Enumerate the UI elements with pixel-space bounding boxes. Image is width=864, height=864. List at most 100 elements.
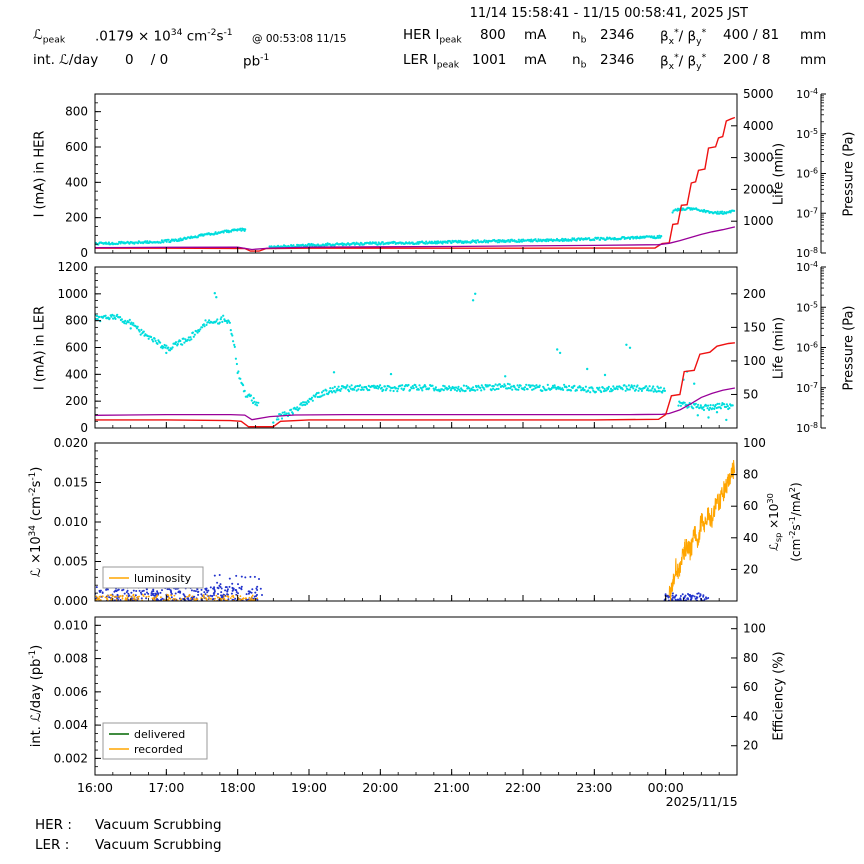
ler-beta-value: 200 / 8 [723, 52, 771, 68]
svg-text:100: 100 [743, 622, 766, 636]
svg-text:600: 600 [65, 140, 88, 154]
svg-text:200: 200 [65, 394, 88, 408]
svg-text:5000: 5000 [743, 87, 774, 101]
svg-text:0.004: 0.004 [54, 718, 88, 732]
her-ipeak-value: 800 [480, 27, 506, 43]
svg-text:0: 0 [80, 421, 88, 435]
svg-text:10-8: 10-8 [796, 421, 818, 435]
svg-text:1000: 1000 [743, 214, 774, 228]
svg-text:10-6: 10-6 [796, 341, 818, 355]
svg-text:luminosity: luminosity [134, 572, 192, 585]
right-axis-title: Efficiency (%) [771, 651, 787, 741]
beta-label-her: βx*/ βy* [660, 27, 707, 48]
svg-text:16:00: 16:00 [77, 780, 113, 795]
svg-text:10-8: 10-8 [796, 246, 818, 260]
svg-text:100: 100 [743, 354, 766, 368]
svg-text:delivered: delivered [134, 728, 185, 741]
her-beta-value: 400 / 81 [723, 27, 780, 43]
svg-text:0.000: 0.000 [54, 594, 88, 608]
svg-text:17:00: 17:00 [148, 780, 184, 795]
right-axis-title: (cm-2s-1/mA2) [787, 482, 803, 562]
right-axis-title: Life (min) [771, 142, 787, 205]
svg-text:10-5: 10-5 [796, 127, 818, 141]
svg-text:800: 800 [65, 314, 88, 328]
beta-unit-ler: mm [800, 52, 827, 68]
lpeak-label: ℒpeak [33, 27, 66, 46]
svg-text:0.008: 0.008 [54, 652, 88, 666]
svg-text:2025/11/15: 2025/11/15 [666, 794, 738, 809]
intl-unit: pb-1 [243, 52, 270, 70]
svg-text:60: 60 [743, 499, 758, 513]
svg-text:10-5: 10-5 [796, 300, 818, 314]
beta-unit-her: mm [800, 27, 827, 43]
ler-status-label: LER : [35, 837, 70, 853]
svg-text:40: 40 [743, 709, 758, 723]
svg-text:20: 20 [743, 739, 758, 753]
svg-text:3000: 3000 [743, 151, 774, 165]
svg-text:80: 80 [743, 651, 758, 665]
svg-text:0.010: 0.010 [54, 515, 88, 529]
svg-text:19:00: 19:00 [291, 780, 327, 795]
svg-text:600: 600 [65, 341, 88, 355]
her-ipeak-unit: mA [524, 27, 547, 43]
svg-text:200: 200 [65, 211, 88, 225]
svg-text:800: 800 [65, 105, 88, 119]
left-axis-title: I (mA) in LER [32, 305, 48, 390]
nb-label-her: nb [572, 27, 587, 46]
svg-text:1000: 1000 [57, 287, 88, 301]
svg-text:40: 40 [743, 531, 758, 545]
intl-value: 0 / 0 [125, 52, 169, 68]
svg-text:00:00: 00:00 [648, 780, 684, 795]
ler-status-value: Vacuum Scrubbing [95, 837, 222, 853]
svg-text:400: 400 [65, 175, 88, 189]
her-nb-value: 2346 [600, 27, 635, 43]
svg-text:21:00: 21:00 [434, 780, 470, 795]
her-ipeak-label: HER Ipeak [403, 27, 462, 46]
ler-ipeak-label: LER Ipeak [403, 52, 460, 71]
svg-text:200: 200 [743, 287, 766, 301]
svg-text:4000: 4000 [743, 119, 774, 133]
svg-text:1200: 1200 [57, 260, 88, 274]
svg-text:23:00: 23:00 [576, 780, 612, 795]
svg-text:0.006: 0.006 [54, 685, 88, 699]
svg-text:0.020: 0.020 [54, 436, 88, 450]
right-axis-title: Life (min) [771, 316, 787, 379]
svg-text:2000: 2000 [743, 182, 774, 196]
ler-ipeak-value: 1001 [472, 52, 507, 68]
lpeak-value: .0179 × 1034 cm-2s-1 [95, 27, 233, 45]
svg-text:60: 60 [743, 680, 758, 694]
lpeak-timestamp: @ 00:53:08 11/15 [252, 33, 347, 45]
svg-text:10-4: 10-4 [796, 87, 818, 101]
svg-text:50: 50 [743, 387, 758, 401]
svg-text:10-7: 10-7 [796, 381, 818, 395]
svg-text:10-4: 10-4 [796, 260, 818, 274]
her-status-label: HER : [35, 817, 72, 833]
svg-text:18:00: 18:00 [220, 780, 256, 795]
svg-text:0.005: 0.005 [54, 555, 88, 569]
her-status-value: Vacuum Scrubbing [95, 817, 222, 833]
intl-label: int. ℒ/day [33, 52, 99, 68]
svg-text:400: 400 [65, 367, 88, 381]
ler-ipeak-unit: mA [524, 52, 547, 68]
left-axis-title: int. ℒ/day (pb-1) [27, 644, 45, 748]
pressure-axis-title: Pressure (Pa) [841, 130, 857, 217]
svg-text:100: 100 [743, 436, 766, 450]
svg-text:recorded: recorded [134, 743, 183, 756]
svg-text:22:00: 22:00 [505, 780, 541, 795]
svg-text:0.002: 0.002 [54, 751, 88, 765]
svg-text:10-7: 10-7 [796, 206, 818, 220]
svg-text:20: 20 [743, 562, 758, 576]
ler-nb-value: 2346 [600, 52, 635, 68]
left-axis-title: ℒ ×1034 (cm-2s-1) [27, 466, 45, 578]
svg-text:0.010: 0.010 [54, 618, 88, 632]
svg-text:10-6: 10-6 [796, 167, 818, 181]
svg-text:20:00: 20:00 [362, 780, 398, 795]
svg-text:0: 0 [80, 246, 88, 260]
svg-text:150: 150 [743, 320, 766, 334]
pressure-axis-title: Pressure (Pa) [841, 304, 857, 391]
svg-text:0.015: 0.015 [54, 476, 88, 490]
left-axis-title: I (mA) in HER [32, 130, 48, 217]
nb-label-ler: nb [572, 52, 587, 71]
